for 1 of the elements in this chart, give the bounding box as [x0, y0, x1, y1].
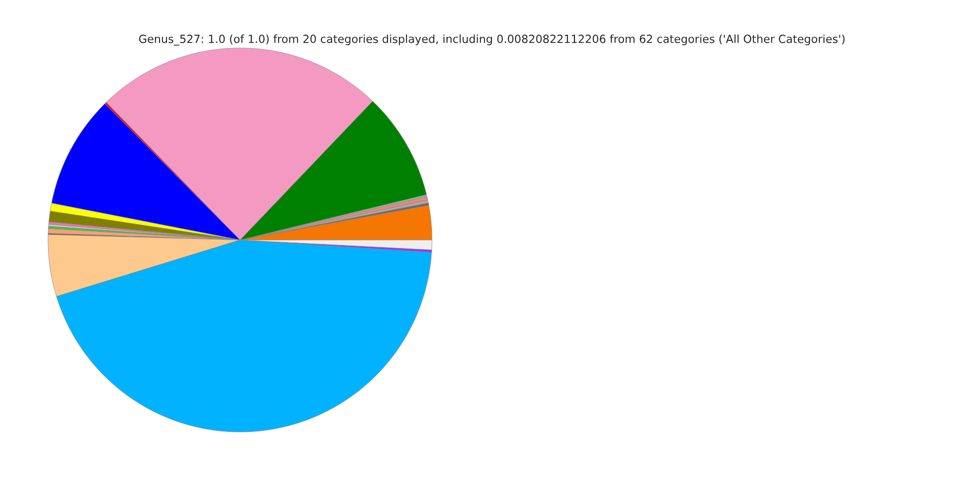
text: Genus_527: 1.0 (of 1.0) from 20 categories displayed, including 0.00820822112206 from 62 categories ('All Other Categories') [139, 34, 845, 46]
